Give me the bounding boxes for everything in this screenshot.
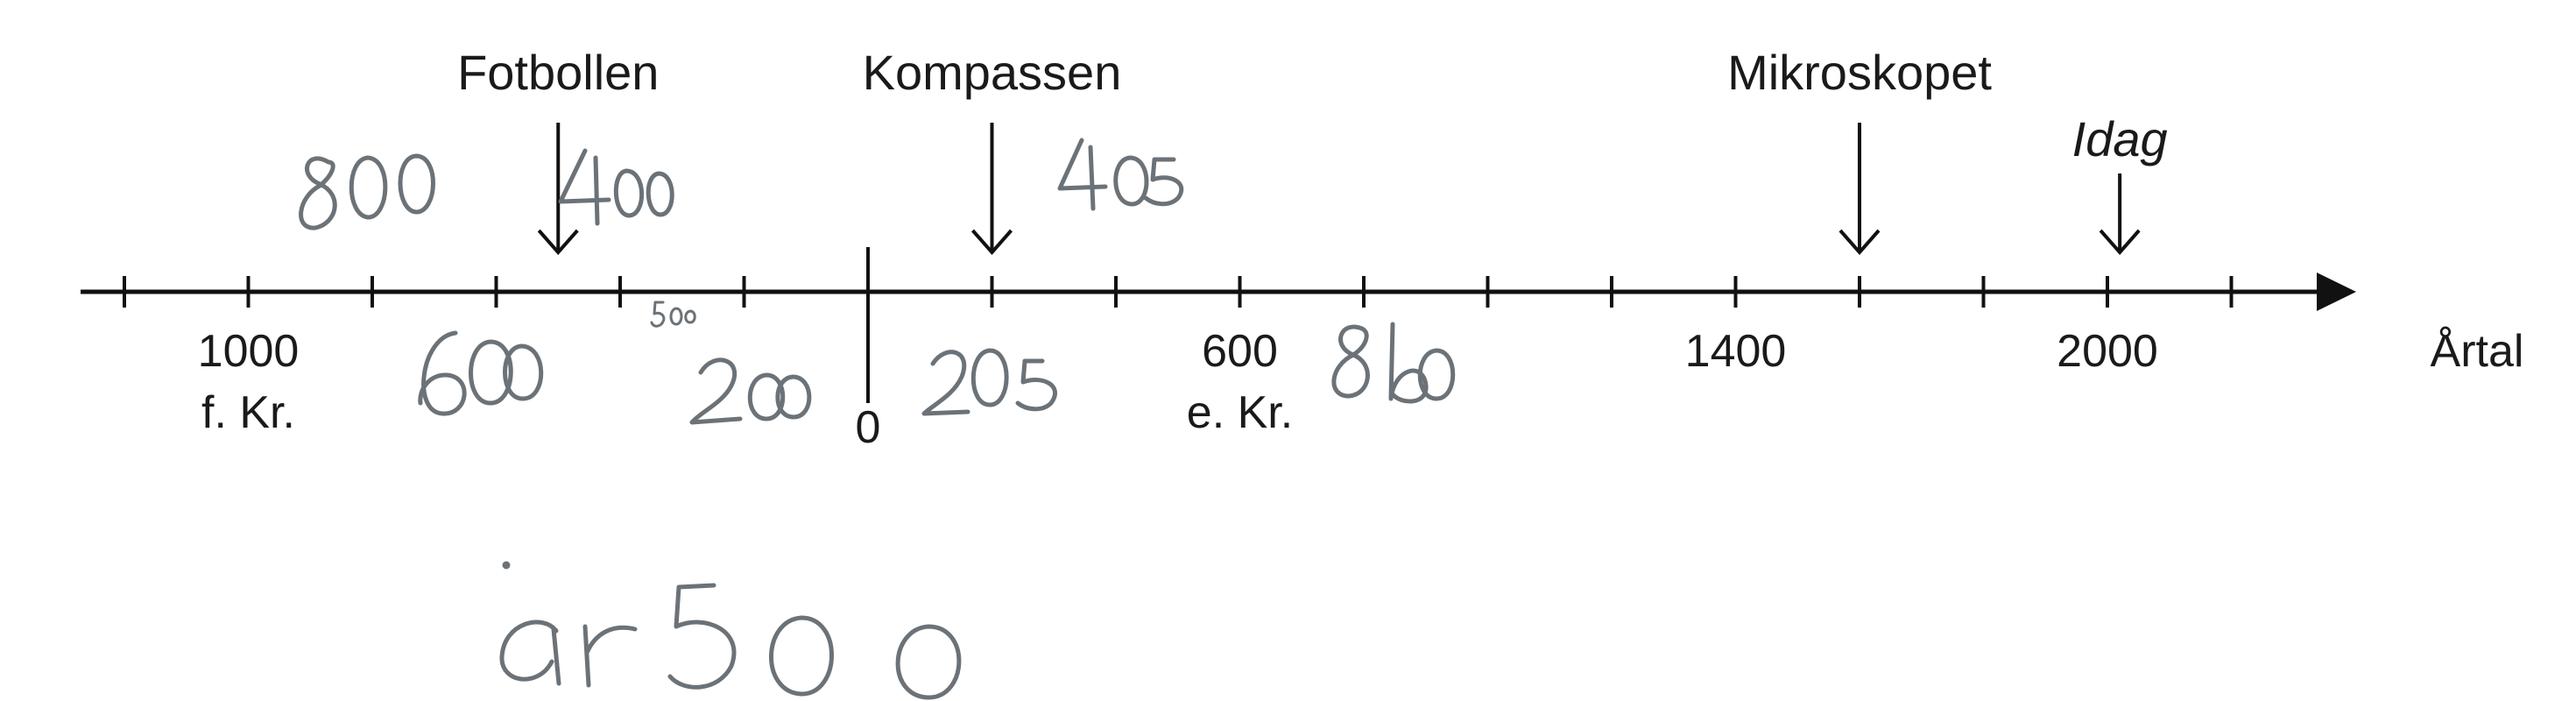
handwritten-note-200-left <box>689 358 812 425</box>
event-arrow-head <box>2099 229 2141 256</box>
event-arrow-head <box>537 229 579 256</box>
tick-marks <box>123 276 2234 308</box>
axis-arrowhead <box>2317 273 2356 311</box>
event-label: Kompassen <box>863 45 1122 100</box>
event-markers: Fotbollen Kompassen Mikroskopet Idag <box>457 45 2168 256</box>
handwritten-note-405 <box>1057 138 1184 211</box>
event-label: Idag <box>2072 111 2168 166</box>
era-label: f. Kr. <box>201 387 295 438</box>
year-label: 600 <box>1202 326 1278 377</box>
year-label: 1000 <box>198 326 300 377</box>
handwritten-note-ar-500 <box>499 561 962 700</box>
handwritten-note-500-small <box>650 301 696 328</box>
year-labels: 1000 f. Kr. 600 e. Kr. 1400 2000 <box>198 326 2158 438</box>
era-label: e. Kr. <box>1187 387 1293 438</box>
axis-label: Årtal <box>2431 326 2524 377</box>
event-arrow-head <box>1838 229 1881 256</box>
zero-label: 0 <box>856 402 881 453</box>
event-arrow-head <box>970 229 1013 256</box>
event-label: Mikroskopet <box>1727 45 1992 100</box>
handwritten-note-205 <box>921 348 1058 416</box>
handwritten-note-8b0 <box>1331 322 1456 404</box>
year-label: 1400 <box>1685 326 1787 377</box>
handwritten-note-600 <box>418 330 544 416</box>
event-label: Fotbollen <box>457 45 659 100</box>
handwritten-note-400-left <box>558 148 674 226</box>
year-label: 2000 <box>2057 326 2158 377</box>
handwritten-note-800 <box>299 153 435 230</box>
